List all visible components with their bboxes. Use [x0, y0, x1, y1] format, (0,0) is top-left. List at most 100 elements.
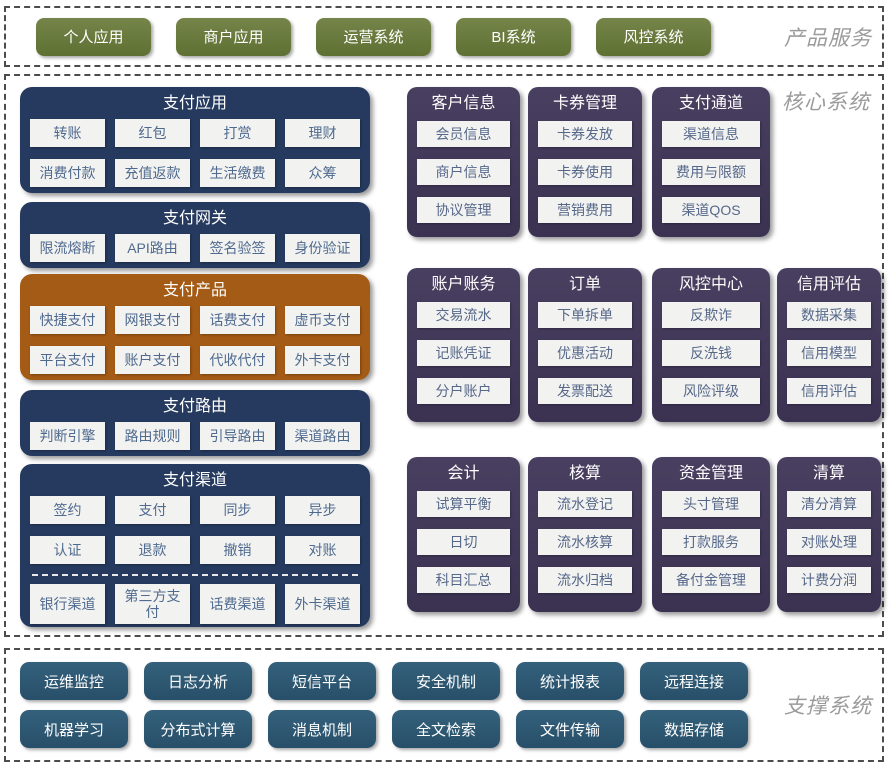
module-chip: 优惠活动	[538, 340, 632, 366]
module-chip: 打赏	[200, 119, 275, 147]
product-buttons-row: 个人应用 商户应用 运营系统 BI系统 风控系统	[36, 8, 711, 65]
module-chip: 外卡渠道	[285, 584, 360, 624]
module-chip: 网银支付	[115, 306, 190, 334]
core-box-payment-gateway: 支付网关 限流熔断 API路由 签名验签 身份验证	[20, 202, 370, 268]
module-chip: 虚币支付	[285, 306, 360, 334]
core-box-accounting: 会计 试算平衡 日切 科目汇总	[407, 457, 520, 612]
module-chip: 异步	[285, 496, 360, 524]
module-chip: 红包	[115, 119, 190, 147]
module-chip: 快捷支付	[30, 306, 105, 334]
module-chip: 发票配送	[538, 378, 632, 404]
module-chip: 商户信息	[417, 159, 510, 185]
support-node-remote-connect: 远程连接	[640, 662, 748, 700]
module-chip: 充值返款	[115, 159, 190, 187]
support-node-stat-report: 统计报表	[516, 662, 624, 700]
module-stack: 数据采集 信用模型 信用评估	[787, 302, 871, 404]
module-chip: 流水核算	[538, 529, 632, 555]
module-chip: 同步	[200, 496, 275, 524]
product-node-risk-system: 风控系统	[596, 17, 711, 56]
core-box-payment-apps: 支付应用 转账 红包 打赏 理财 消费付款 充值返款 生活缴费 众筹	[20, 87, 370, 193]
module-stack: 反欺诈 反洗钱 风险评级	[662, 302, 760, 404]
support-node-security: 安全机制	[392, 662, 500, 700]
channel-divider	[32, 574, 358, 576]
module-chip: 渠道QOS	[662, 197, 760, 223]
module-chip: 分户账户	[417, 378, 510, 404]
box-title: 支付通道	[678, 95, 743, 112]
module-chip: 对账	[285, 536, 360, 564]
module-chip: 协议管理	[417, 197, 510, 223]
module-chip: 限流熔断	[30, 234, 105, 262]
section-product-services: 个人应用 商户应用 运营系统 BI系统 风控系统 产品服务	[4, 6, 884, 67]
module-grid: 判断引擎 路由规则 引导路由 渠道路由	[30, 422, 360, 450]
product-node-personal-app: 个人应用	[36, 17, 151, 56]
core-box-checking: 核算 流水登记 流水核算 流水归档	[528, 457, 642, 612]
module-chip: 签约	[30, 496, 105, 524]
support-node-ops-monitor: 运维监控	[20, 662, 128, 700]
core-box-payment-routing: 支付路由 判断引擎 路由规则 引导路由 渠道路由	[20, 390, 370, 456]
core-box-risk-center: 风控中心 反欺诈 反洗钱 风险评级	[652, 268, 770, 422]
module-chip: 撤销	[200, 536, 275, 564]
core-box-account-ledger: 账户账务 交易流水 记账凭证 分户账户	[407, 268, 520, 422]
module-chip: 签名验签	[200, 234, 275, 262]
module-chip: 风险评级	[662, 378, 760, 404]
support-node-message-mechanism: 消息机制	[268, 710, 376, 748]
module-stack: 渠道信息 费用与限额 渠道QOS	[662, 121, 760, 223]
module-stack: 试算平衡 日切 科目汇总	[417, 491, 510, 593]
module-chip: 理财	[285, 119, 360, 147]
module-chip: 生活缴费	[200, 159, 275, 187]
product-node-bi-system: BI系统	[456, 17, 571, 56]
module-chip: 信用模型	[787, 340, 871, 366]
support-node-machine-learning: 机器学习	[20, 710, 128, 748]
module-chip: 费用与限额	[662, 159, 760, 185]
module-chip: 日切	[417, 529, 510, 555]
box-title: 支付网关	[162, 210, 227, 227]
module-stack: 卡券发放 卡券使用 营销费用	[538, 121, 632, 223]
module-chip: 平台支付	[30, 346, 105, 374]
module-chip: 反洗钱	[662, 340, 760, 366]
support-node-file-transfer: 文件传输	[516, 710, 624, 748]
section-core-systems: 核心系统 支付应用 转账 红包 打赏 理财 消费付款 充值返款 生活缴费 众筹 …	[4, 74, 884, 637]
module-chip: 对账处理	[787, 529, 871, 555]
module-chip: 转账	[30, 119, 105, 147]
module-chip: 引导路由	[200, 422, 275, 450]
section-label-product-services: 产品服务	[784, 26, 872, 50]
box-title: 支付产品	[162, 282, 227, 299]
module-chip: 试算平衡	[417, 491, 510, 517]
box-title: 客户信息	[431, 95, 496, 112]
module-chip: 退款	[115, 536, 190, 564]
core-box-fund-mgmt: 资金管理 头寸管理 打款服务 备付金管理	[652, 457, 770, 612]
module-chip: 消费付款	[30, 159, 105, 187]
module-chip: 交易流水	[417, 302, 510, 328]
box-title: 核算	[568, 465, 601, 482]
module-chip: 第三方支付	[115, 584, 190, 624]
core-box-credit-eval: 信用评估 数据采集 信用模型 信用评估	[777, 268, 881, 422]
module-grid: 签约 支付 同步 异步 认证 退款 撤销 对账	[30, 496, 360, 564]
module-chip: 会员信息	[417, 121, 510, 147]
section-support-systems: 运维监控 日志分析 短信平台 安全机制 统计报表 远程连接 机器学习 分布式计算…	[4, 648, 884, 762]
module-chip: API路由	[115, 234, 190, 262]
module-chip: 打款服务	[662, 529, 760, 555]
module-grid: 快捷支付 网银支付 话费支付 虚币支付 平台支付 账户支付 代收代付 外卡支付	[30, 306, 360, 374]
module-chip: 路由规则	[115, 422, 190, 450]
support-node-data-storage: 数据存储	[640, 710, 748, 748]
box-title: 支付路由	[162, 398, 227, 415]
core-box-orders: 订单 下单拆单 优惠活动 发票配送	[528, 268, 642, 422]
support-row-2: 机器学习 分布式计算 消息机制 全文检索 文件传输 数据存储	[20, 710, 748, 748]
module-chip: 计费分润	[787, 567, 871, 593]
module-chip: 话费支付	[200, 306, 275, 334]
module-chip: 数据采集	[787, 302, 871, 328]
module-chip: 流水归档	[538, 567, 632, 593]
module-chip: 众筹	[285, 159, 360, 187]
module-stack: 交易流水 记账凭证 分户账户	[417, 302, 510, 404]
module-chip: 渠道路由	[285, 422, 360, 450]
product-node-ops-system: 运营系统	[316, 17, 431, 56]
box-title: 账户账务	[431, 276, 496, 293]
box-title: 会计	[447, 465, 480, 482]
box-title: 清算	[812, 465, 845, 482]
support-node-fulltext-search: 全文检索	[392, 710, 500, 748]
module-chip: 清分清算	[787, 491, 871, 517]
module-grid: 转账 红包 打赏 理财 消费付款 充值返款 生活缴费 众筹	[30, 119, 360, 187]
module-chip: 卡券使用	[538, 159, 632, 185]
module-chip: 科目汇总	[417, 567, 510, 593]
